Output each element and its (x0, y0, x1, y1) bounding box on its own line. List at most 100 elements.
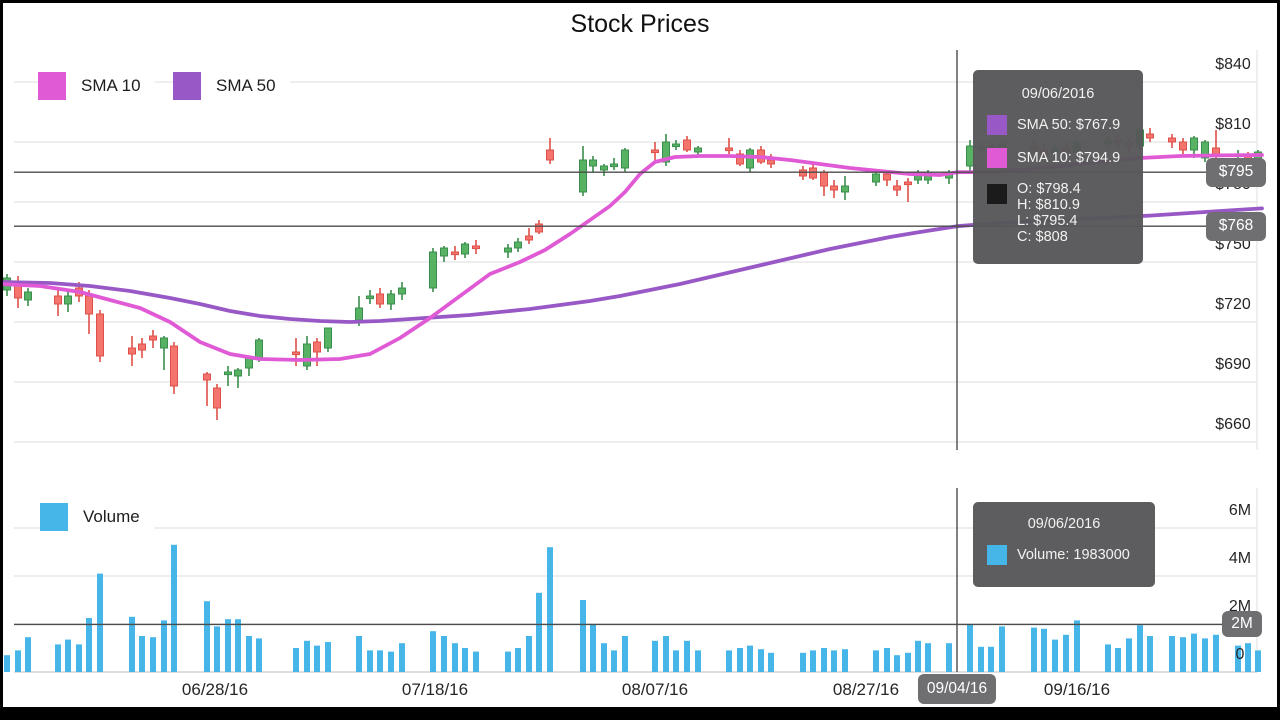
volume-bar[interactable] (314, 645, 320, 672)
volume-bar[interactable] (97, 573, 103, 672)
candlestick[interactable] (96, 313, 104, 357)
volume-bar[interactable] (356, 636, 362, 672)
volume-bar[interactable] (611, 650, 617, 672)
volume-bar[interactable] (225, 619, 231, 672)
volume-bar[interactable] (905, 652, 911, 672)
volume-bar[interactable] (580, 600, 586, 672)
volume-bar[interactable] (1105, 644, 1111, 672)
candlestick[interactable] (429, 251, 437, 289)
volume-bar[interactable] (462, 648, 468, 672)
candlestick[interactable] (149, 335, 157, 341)
candlestick[interactable] (313, 341, 321, 353)
volume-bar[interactable] (1255, 650, 1261, 672)
legend-item-sma10[interactable]: SMA 10 (38, 72, 155, 100)
candlestick[interactable] (610, 163, 618, 168)
volume-bar[interactable] (894, 655, 900, 672)
volume-bar[interactable] (695, 650, 701, 672)
volume-bar[interactable] (601, 643, 607, 672)
candlestick[interactable] (461, 243, 469, 255)
candlestick[interactable] (683, 139, 691, 151)
volume-bar[interactable] (25, 637, 31, 672)
volume-bar[interactable] (915, 640, 921, 672)
candlestick[interactable] (872, 173, 880, 183)
candlestick[interactable] (64, 295, 72, 305)
volume-bar[interactable] (590, 624, 596, 672)
volume-bar[interactable] (999, 626, 1005, 672)
candlestick[interactable] (224, 371, 232, 376)
volume-bar[interactable] (967, 624, 973, 672)
volume-bar[interactable] (161, 620, 167, 672)
volume-bar[interactable] (1137, 625, 1143, 672)
candlestick[interactable] (398, 287, 406, 295)
candlestick[interactable] (589, 159, 597, 167)
candlestick[interactable] (1168, 137, 1176, 143)
candlestick[interactable] (809, 167, 817, 179)
candlestick[interactable] (1179, 141, 1187, 151)
candlestick[interactable] (694, 147, 702, 153)
candlestick[interactable] (472, 245, 480, 250)
volume-bar[interactable] (1074, 620, 1080, 672)
volume-bar[interactable] (1115, 648, 1121, 672)
candlestick[interactable] (904, 181, 912, 186)
candlestick[interactable] (651, 149, 659, 154)
volume-bar[interactable] (1169, 636, 1175, 672)
candlestick[interactable] (621, 149, 629, 169)
volume-bar[interactable] (246, 636, 252, 672)
volume-bar[interactable] (925, 643, 931, 672)
volume-bar[interactable] (1235, 645, 1241, 672)
candlestick[interactable] (820, 171, 828, 187)
volume-bar[interactable] (873, 650, 879, 672)
volume-bar[interactable] (622, 636, 628, 672)
volume-bar[interactable] (55, 644, 61, 672)
volume-bar[interactable] (768, 652, 774, 672)
volume-bar[interactable] (1031, 627, 1037, 672)
volume-bar[interactable] (547, 547, 553, 672)
candlestick[interactable] (841, 185, 849, 193)
candlestick[interactable] (85, 295, 93, 315)
candlestick[interactable] (234, 369, 242, 377)
volume-bar[interactable] (758, 649, 764, 672)
candlestick[interactable] (366, 295, 374, 300)
candlestick[interactable] (725, 147, 733, 152)
candlestick[interactable] (170, 345, 178, 387)
volume-bar[interactable] (293, 648, 299, 672)
candlestick[interactable] (830, 185, 838, 191)
candlestick[interactable] (292, 351, 300, 356)
volume-bar[interactable] (235, 619, 241, 672)
candlestick[interactable] (203, 373, 211, 381)
volume-bar[interactable] (1052, 639, 1058, 672)
volume-bar[interactable] (1213, 634, 1219, 672)
volume-bar[interactable] (214, 626, 220, 672)
candlestick[interactable] (1190, 137, 1198, 151)
candlestick[interactable] (767, 159, 775, 165)
candlestick[interactable] (514, 241, 522, 249)
candlestick[interactable] (355, 307, 363, 321)
volume-bar[interactable] (536, 592, 542, 672)
candlestick[interactable] (138, 343, 146, 351)
volume-bar[interactable] (663, 636, 669, 672)
volume-bar[interactable] (367, 650, 373, 672)
volume-bar[interactable] (1126, 638, 1132, 672)
candlestick[interactable] (160, 337, 168, 349)
candlestick[interactable] (451, 251, 459, 256)
candlestick[interactable] (1146, 133, 1154, 139)
candlestick[interactable] (24, 291, 32, 301)
volume-bar[interactable] (4, 655, 10, 672)
candlestick[interactable] (213, 387, 221, 409)
volume-bar[interactable] (1180, 637, 1186, 672)
volume-bar[interactable] (946, 643, 952, 672)
volume-bar[interactable] (652, 640, 658, 672)
candlestick[interactable] (128, 347, 136, 355)
volume-bar[interactable] (76, 644, 82, 672)
candlestick[interactable] (600, 165, 608, 171)
candlestick[interactable] (893, 185, 901, 191)
volume-bar[interactable] (884, 648, 890, 672)
candlestick[interactable] (579, 159, 587, 193)
candlestick[interactable] (662, 141, 670, 163)
candlestick[interactable] (255, 339, 263, 359)
volume-bar[interactable] (821, 648, 827, 672)
volume-bar[interactable] (988, 646, 994, 672)
candlestick[interactable] (736, 153, 744, 165)
volume-bar[interactable] (684, 640, 690, 672)
volume-bar[interactable] (673, 650, 679, 672)
